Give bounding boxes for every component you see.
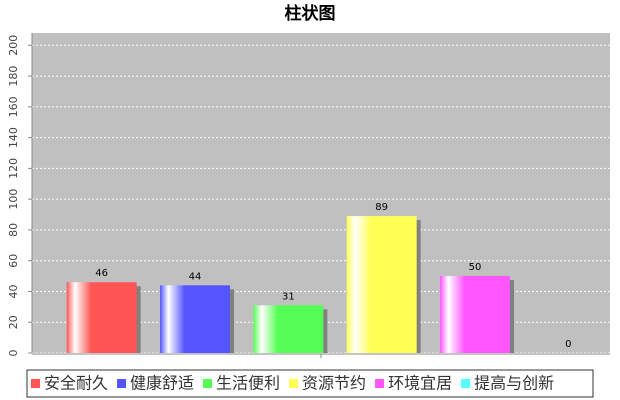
y-tick-label: 100 [7, 189, 20, 210]
legend-swatch [203, 379, 213, 388]
legend-swatch [375, 379, 385, 388]
y-tick-label: 0 [7, 350, 20, 357]
chart-title: 柱状图 [285, 3, 336, 24]
bar [253, 305, 324, 353]
y-tick-label: 40 [7, 284, 20, 298]
value-label: 31 [282, 291, 295, 302]
legend-swatch [31, 379, 40, 388]
value-label: 0 [565, 339, 571, 350]
legend-label: 健康舒适 [130, 374, 194, 393]
value-label: 50 [469, 262, 482, 273]
legend-swatch [461, 379, 471, 388]
y-tick-label: 180 [7, 66, 20, 87]
legend-label: 资源节约 [302, 374, 366, 393]
legend-label: 提高与创新 [474, 374, 554, 393]
y-tick-label: 160 [7, 96, 20, 117]
y-tick-label: 60 [7, 254, 20, 268]
legend-swatch [117, 379, 127, 388]
bar [66, 282, 137, 353]
value-label: 44 [189, 271, 202, 282]
legend-label: 安全耐久 [44, 374, 108, 393]
bar [346, 216, 417, 353]
value-label: 46 [95, 268, 108, 279]
legend-swatch [289, 379, 299, 388]
bar [440, 276, 510, 353]
y-tick-label: 20 [7, 315, 20, 329]
bar [160, 285, 230, 353]
y-tick-label: 140 [7, 127, 20, 148]
y-tick-label: 120 [7, 158, 20, 179]
y-tick-label: 200 [7, 35, 20, 56]
y-tick-label: 80 [7, 223, 20, 237]
legend-label: 生活便利 [216, 374, 280, 393]
legend-label: 环境宜居 [388, 374, 452, 393]
value-label: 89 [375, 202, 388, 213]
